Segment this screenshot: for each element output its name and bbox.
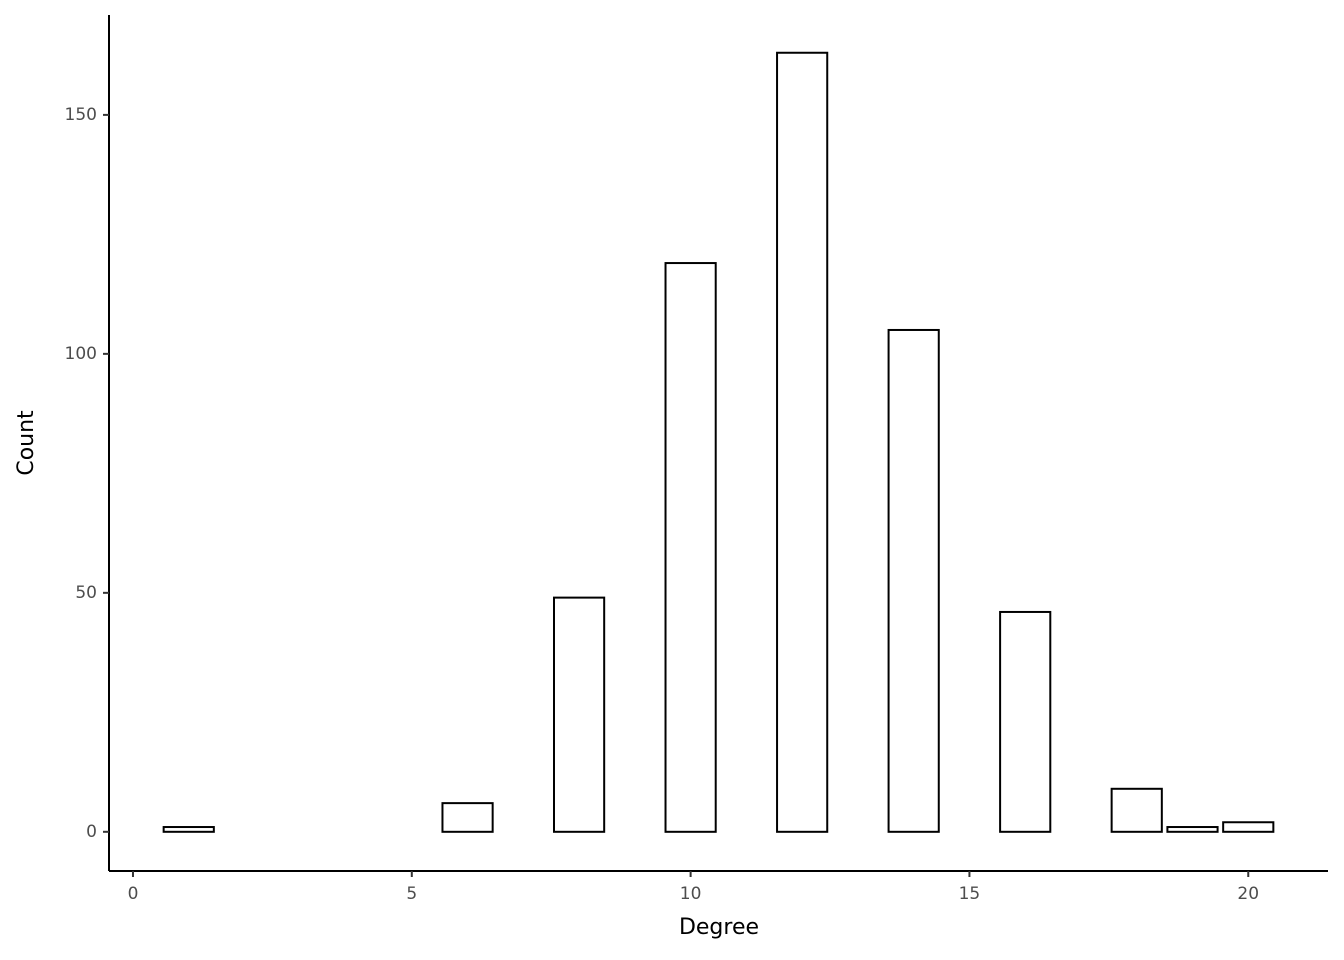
bar [1110,787,1163,833]
y-axis-title: Count [14,410,39,476]
y-tick-label: 50 [75,583,97,603]
y-tick-label: 100 [65,344,97,364]
y-tick-label: 150 [65,105,97,125]
bar [999,610,1052,833]
x-tick-label: 15 [959,884,981,904]
bar [552,596,606,833]
x-tick-label: 10 [680,884,702,904]
bar [1166,826,1219,833]
bar [162,826,215,833]
y-tick-label: 0 [86,822,97,842]
x-tick-label: 0 [128,884,139,904]
bar [664,262,717,833]
bar [1222,821,1275,833]
x-tick-label: 5 [406,884,417,904]
bar [887,328,940,833]
x-axis-title: Degree [679,915,759,940]
x-tick-label: 20 [1237,884,1259,904]
bar [441,802,494,833]
bar [776,51,829,833]
